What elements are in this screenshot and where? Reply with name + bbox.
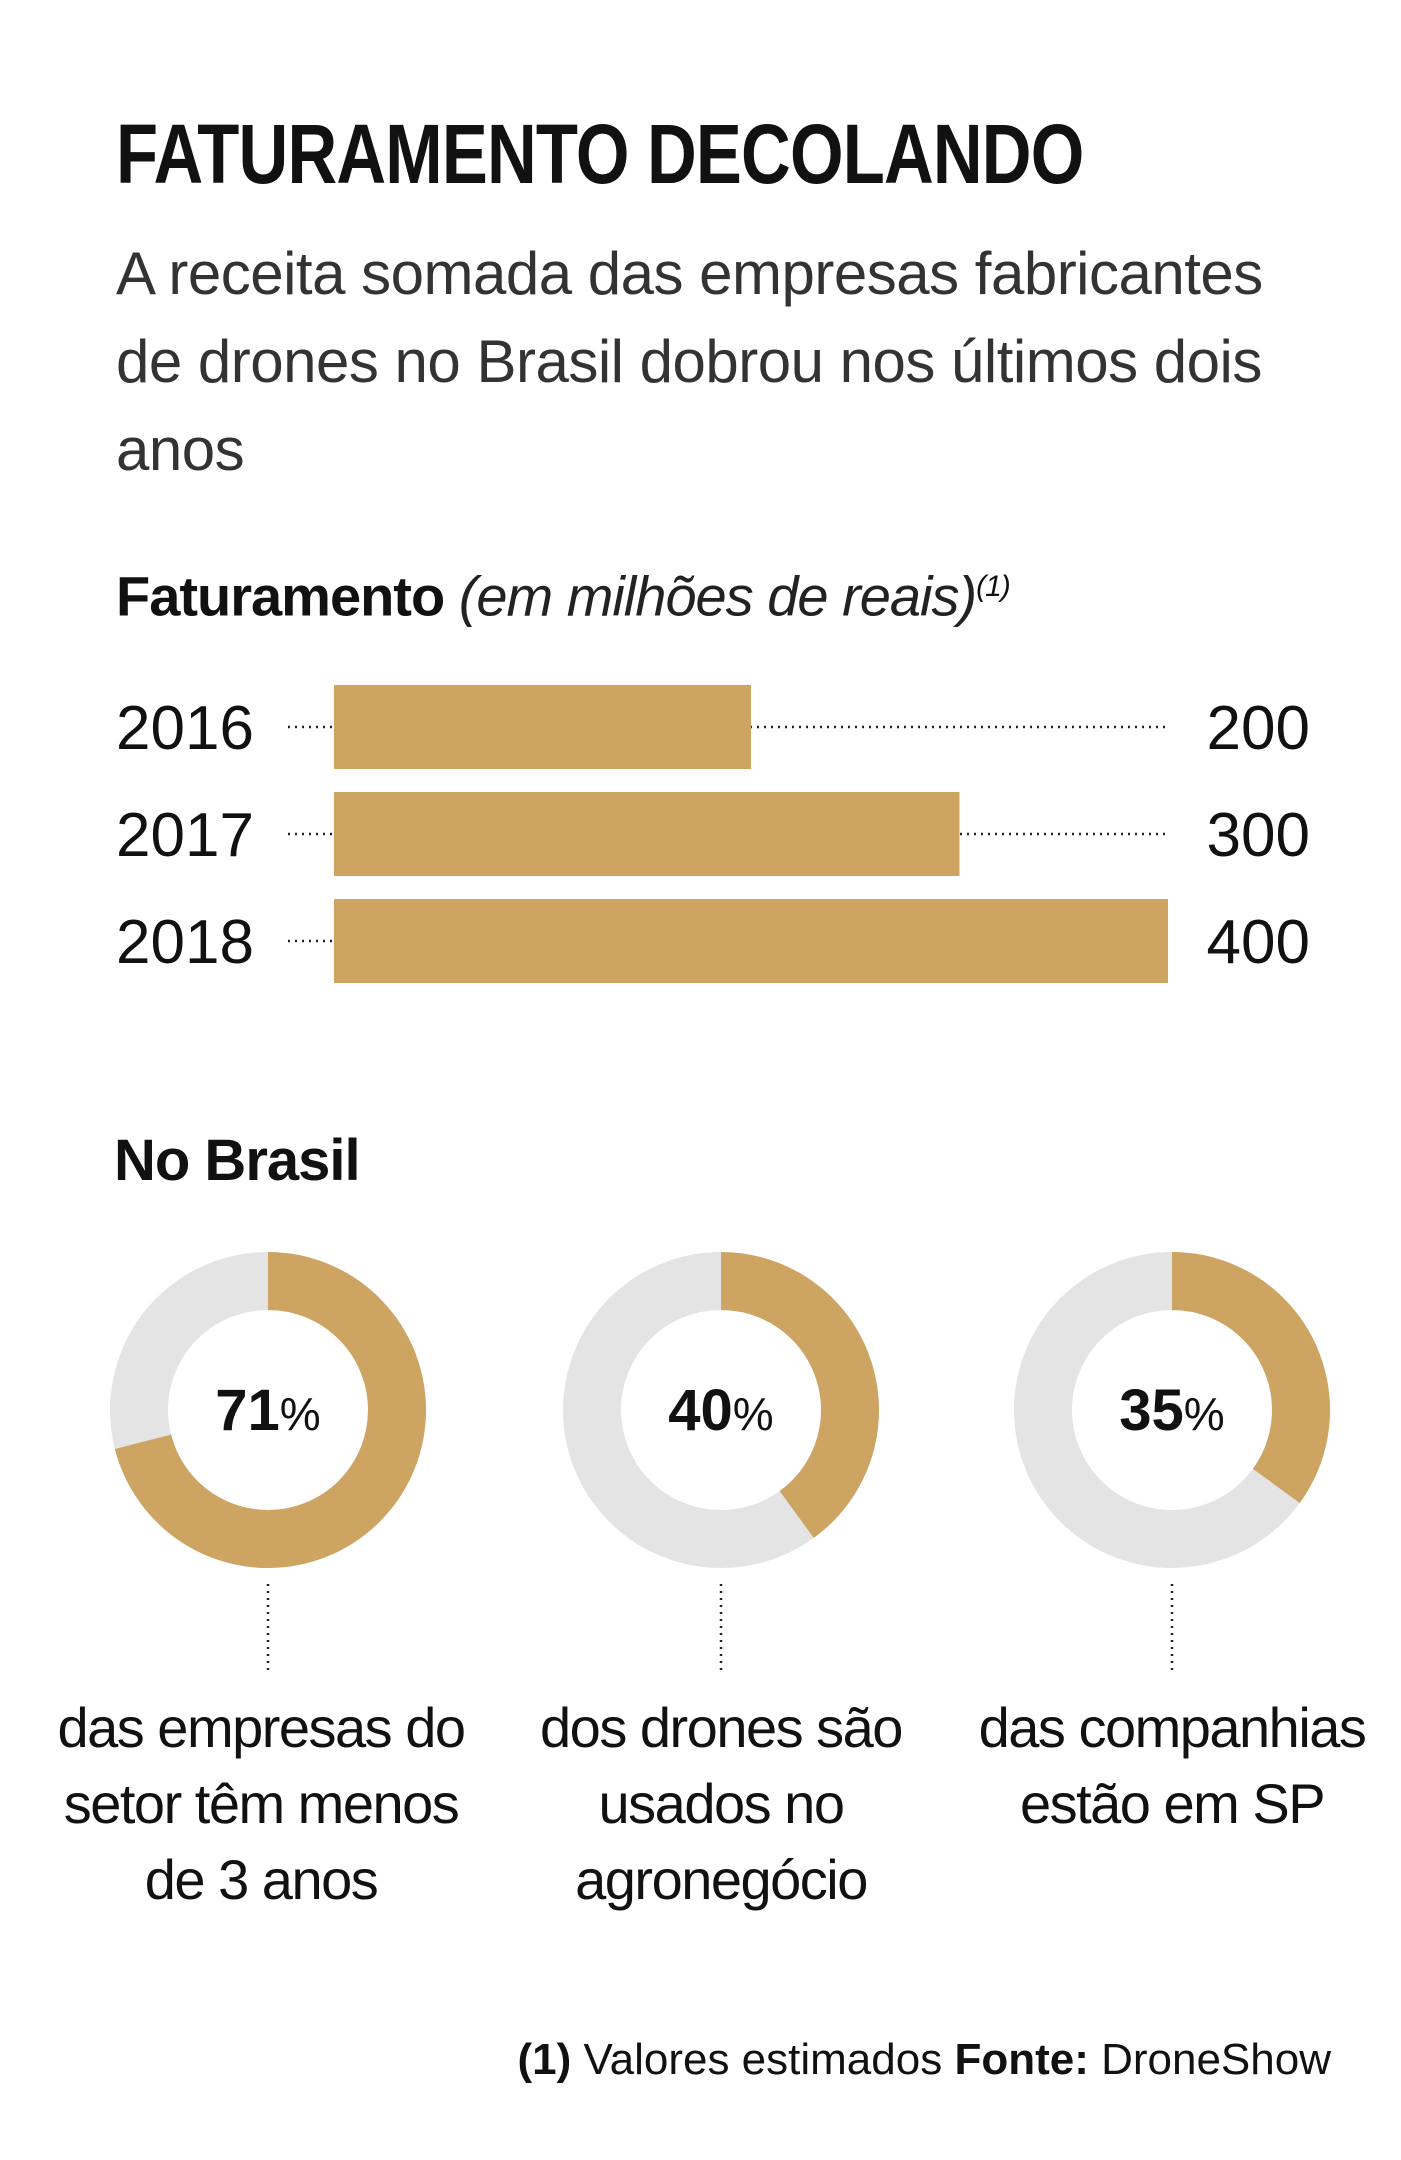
bar-chart-heading: Faturamento (em milhões de reais)(1) bbox=[116, 552, 1011, 632]
donut-slice bbox=[563, 1252, 879, 1568]
chart-subtitle: A receita somada das empresas fabricante… bbox=[116, 240, 1263, 483]
bar-2018 bbox=[334, 899, 1168, 983]
donut-label: dos drones são usados no agronegócio bbox=[540, 1696, 903, 1911]
donut-number: 35 bbox=[1119, 1378, 1184, 1443]
donut-chart: 40% bbox=[563, 1252, 879, 1670]
bar-category-label: 2016 bbox=[116, 694, 254, 763]
footer-source-label: Fonte: bbox=[954, 2035, 1089, 2084]
donut-label: das empresas do setor têm menos de 3 ano… bbox=[57, 1696, 466, 1911]
bar-value-label: 200 bbox=[1207, 694, 1310, 763]
bar-category-label: 2017 bbox=[116, 801, 254, 870]
bar-value-label: 400 bbox=[1207, 908, 1310, 977]
donut-percent-sign: % bbox=[1184, 1388, 1225, 1440]
bar-2016 bbox=[334, 685, 751, 769]
donut-label: das companhias estão em SP bbox=[978, 1696, 1367, 1835]
donut-percent-sign: % bbox=[733, 1388, 774, 1440]
bar-chart-title: Faturamento bbox=[116, 564, 445, 628]
donut-value-label: 40% bbox=[668, 1378, 773, 1443]
bar-value-label: 300 bbox=[1207, 801, 1310, 870]
donut-row: 71% 40% 35% bbox=[110, 1252, 1330, 1670]
bar-chart-unit: (em milhões de reais) bbox=[458, 564, 977, 628]
donut-chart: 71% bbox=[110, 1252, 426, 1670]
footer-note-text: Valores estimados bbox=[583, 2035, 943, 2084]
footer-source: (1) Valores estimados Fonte: DroneShow bbox=[518, 2032, 1331, 2088]
donut-slice bbox=[1014, 1252, 1330, 1568]
bar-2017 bbox=[334, 792, 960, 876]
chart-title: FATURAMENTO DECOLANDO bbox=[116, 107, 1084, 201]
donut-value-label: 71% bbox=[215, 1378, 320, 1443]
donut-section-title: No Brasil bbox=[114, 1128, 361, 1193]
footer-source-text: DroneShow bbox=[1101, 2035, 1331, 2084]
bar-category-label: 2018 bbox=[116, 908, 254, 977]
donut-number: 40 bbox=[668, 1378, 733, 1443]
footer-note-marker: (1) bbox=[517, 2035, 572, 2084]
donut-percent-sign: % bbox=[280, 1388, 321, 1440]
bar-chart-note-marker: (1) bbox=[976, 570, 1011, 603]
donut-chart: 35% bbox=[1014, 1252, 1330, 1670]
donut-slice bbox=[110, 1252, 426, 1568]
bar-chart: 2016 200 2017 300 2018 400 bbox=[116, 685, 1310, 983]
donut-number: 71 bbox=[215, 1378, 280, 1443]
donut-value-label: 35% bbox=[1119, 1378, 1224, 1443]
